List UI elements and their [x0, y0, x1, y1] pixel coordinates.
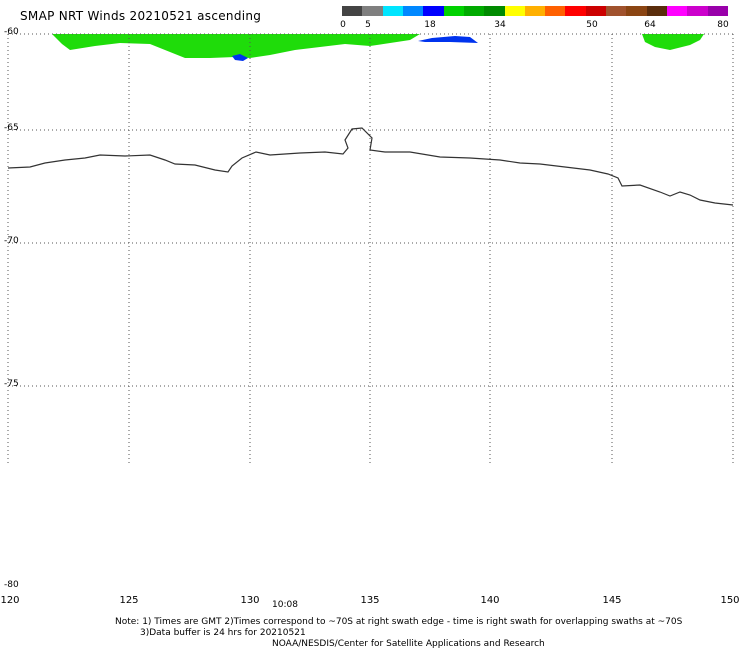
wind-swath-green-right [642, 34, 704, 50]
swath-time-label: 10:08 [272, 600, 298, 610]
color-scale-segment [606, 6, 627, 16]
lon-label-120: 120 [0, 595, 20, 606]
lat-label-80: -80 [4, 580, 19, 590]
color-scale-segment [565, 6, 586, 16]
scale-label-64: 64 [644, 20, 656, 30]
wind-swath-blue [418, 36, 478, 43]
lat-label-70: -70 [4, 236, 19, 246]
wind-speed-color-scale [342, 6, 728, 16]
lon-label-145: 145 [602, 595, 622, 606]
color-scale-segment [707, 6, 728, 16]
scale-label-0: 0 [340, 20, 346, 30]
color-scale-segment [382, 6, 403, 16]
lon-label-125: 125 [119, 595, 139, 606]
color-scale-segment [443, 6, 464, 16]
note-line-2: 3)Data buffer is 24 hrs for 20210521 [140, 628, 306, 638]
scale-label-5: 5 [365, 20, 371, 30]
note-line-1: Note: 1) Times are GMT 2)Times correspon… [115, 617, 683, 627]
color-scale-segment [646, 6, 667, 16]
scale-label-50: 50 [586, 20, 598, 30]
color-scale-segment [687, 6, 708, 16]
color-scale-segment [545, 6, 566, 16]
color-scale-segment [504, 6, 525, 16]
lat-label-75: -75 [4, 379, 19, 389]
map-title: SMAP NRT Winds 20210521 ascending [20, 9, 262, 23]
color-scale-segment [362, 6, 383, 16]
color-scale-segment [667, 6, 688, 16]
lon-label-140: 140 [480, 595, 500, 606]
color-scale-segment [402, 6, 424, 16]
scale-label-34: 34 [494, 20, 506, 30]
color-scale-segment [484, 6, 505, 16]
scale-label-18: 18 [424, 20, 436, 30]
color-scale-segment [463, 6, 485, 16]
lon-label-150: 150 [720, 595, 740, 606]
wind-swath-blue-small [232, 54, 248, 61]
color-scale-segment [626, 6, 647, 16]
lon-label-135: 135 [360, 595, 380, 606]
color-scale-segment [524, 6, 546, 16]
note-line-3: NOAA/NESDIS/Center for Satellite Applica… [272, 639, 545, 649]
lat-label-65: -65 [4, 123, 19, 133]
wind-swath-green [52, 34, 420, 58]
antarctic-coastline [7, 127, 734, 206]
scale-label-80: 80 [717, 20, 729, 30]
lon-label-130: 130 [240, 595, 260, 606]
lat-label-60: -60 [4, 27, 19, 37]
color-scale-segment [585, 6, 607, 16]
color-scale-segment [342, 6, 363, 16]
color-scale-segment [423, 6, 444, 16]
